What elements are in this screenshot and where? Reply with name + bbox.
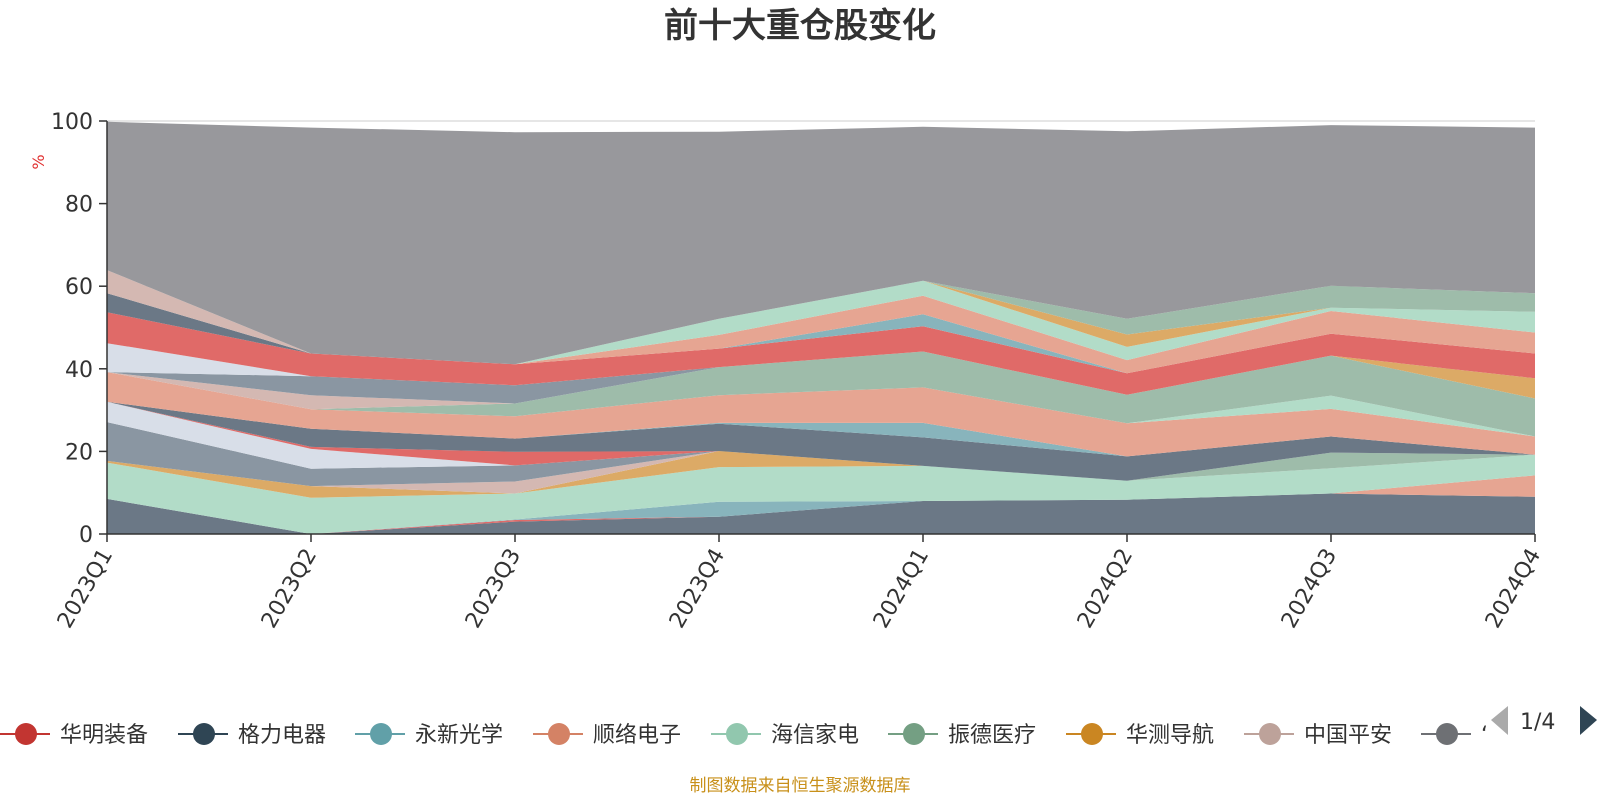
y-tick-label: 0	[79, 523, 93, 548]
legend-label: 格力电器	[238, 723, 326, 748]
legend[interactable]: 华明装备 格力电器 永新光学 顺络电子 海信家电 振德医疗 华测导航 中国平安 ‘	[0, 723, 1488, 748]
legend-label: 华明装备	[60, 723, 148, 748]
y-axis-unit: %	[29, 154, 48, 169]
chart-title: 前十大重仓股变化	[664, 6, 936, 46]
legend-marker-icon	[548, 723, 570, 745]
next-page-icon[interactable]	[1580, 706, 1597, 735]
legend-marker-icon	[370, 723, 392, 745]
x-tick-label: 2024Q2	[1073, 545, 1138, 633]
area-band-13	[107, 372, 1535, 457]
area-band-24	[107, 280, 1535, 365]
legend-label: 中国平安	[1304, 723, 1392, 748]
legend-item[interactable]: 华明装备	[0, 723, 148, 748]
legend-marker-icon	[1081, 723, 1103, 745]
legend-item[interactable]: 华测导航	[1066, 723, 1214, 748]
legend-item[interactable]: 海信家电	[711, 723, 859, 748]
y-tick-label: 100	[51, 110, 93, 135]
legend-page-indicator: 1/4	[1520, 710, 1555, 735]
area-band-6	[107, 451, 1535, 494]
legend-item[interactable]: 顺络电子	[533, 723, 681, 748]
legend-label: ‘	[1481, 723, 1488, 748]
legend-label: 永新光学	[415, 723, 503, 748]
x-tick-label: 2023Q2	[257, 545, 322, 633]
area-band-11	[107, 401, 1535, 481]
legend-item[interactable]: 格力电器	[178, 723, 326, 748]
legend-label: 顺络电子	[593, 723, 681, 748]
legend-item[interactable]: 永新光学	[355, 723, 503, 748]
data-source-footer: 制图数据来自恒生聚源数据库	[690, 776, 911, 796]
area-band-22	[107, 295, 1535, 374]
area-band-10	[107, 401, 1535, 481]
x-tick-label: 2023Q4	[665, 545, 730, 633]
legend-item[interactable]: 振德医疗	[888, 723, 1036, 748]
legend-marker-icon	[1259, 723, 1281, 745]
area-band-8	[107, 422, 1535, 487]
x-tick-label: 2023Q3	[461, 545, 526, 633]
area-band-15	[107, 351, 1535, 437]
legend-label: 华测导航	[1126, 723, 1214, 748]
area-band-4	[107, 454, 1535, 534]
legend-marker-icon	[903, 723, 925, 745]
legend-label: 振德医疗	[948, 723, 1036, 748]
legend-marker-icon	[1436, 723, 1458, 745]
x-tick-label: 2023Q1	[53, 545, 118, 633]
area-band-12	[107, 401, 1535, 457]
area-band-17	[107, 351, 1535, 404]
area-band-1	[107, 493, 1535, 534]
legend-pager: 1/4	[1491, 706, 1597, 735]
y-tick-label: 60	[65, 275, 93, 300]
area-band-28	[107, 121, 1535, 365]
x-tick-label: 2024Q1	[869, 545, 934, 633]
y-tick-label: 40	[65, 358, 93, 383]
area-band-23	[107, 280, 1535, 365]
area-band-7	[107, 451, 1535, 487]
prev-page-icon[interactable]	[1491, 706, 1508, 735]
x-tick-label: 2024Q4	[1481, 545, 1546, 633]
legend-label: 海信家电	[771, 723, 859, 748]
y-tick-label: 80	[65, 193, 93, 218]
area-band-5	[107, 451, 1535, 498]
area-band-20	[107, 312, 1535, 395]
legend-item[interactable]: 中国平安	[1244, 723, 1392, 748]
stacked-areas	[107, 121, 1535, 534]
x-tick-label: 2024Q3	[1277, 545, 1342, 633]
legend-marker-icon	[726, 723, 748, 745]
area-band-2	[107, 493, 1535, 534]
legend-marker-icon	[15, 723, 37, 745]
area-band-25	[107, 280, 1535, 365]
legend-item[interactable]: ‘	[1421, 723, 1488, 748]
area-band-0	[107, 493, 1535, 534]
y-tick-label: 20	[65, 440, 93, 465]
legend-marker-icon	[193, 723, 215, 745]
